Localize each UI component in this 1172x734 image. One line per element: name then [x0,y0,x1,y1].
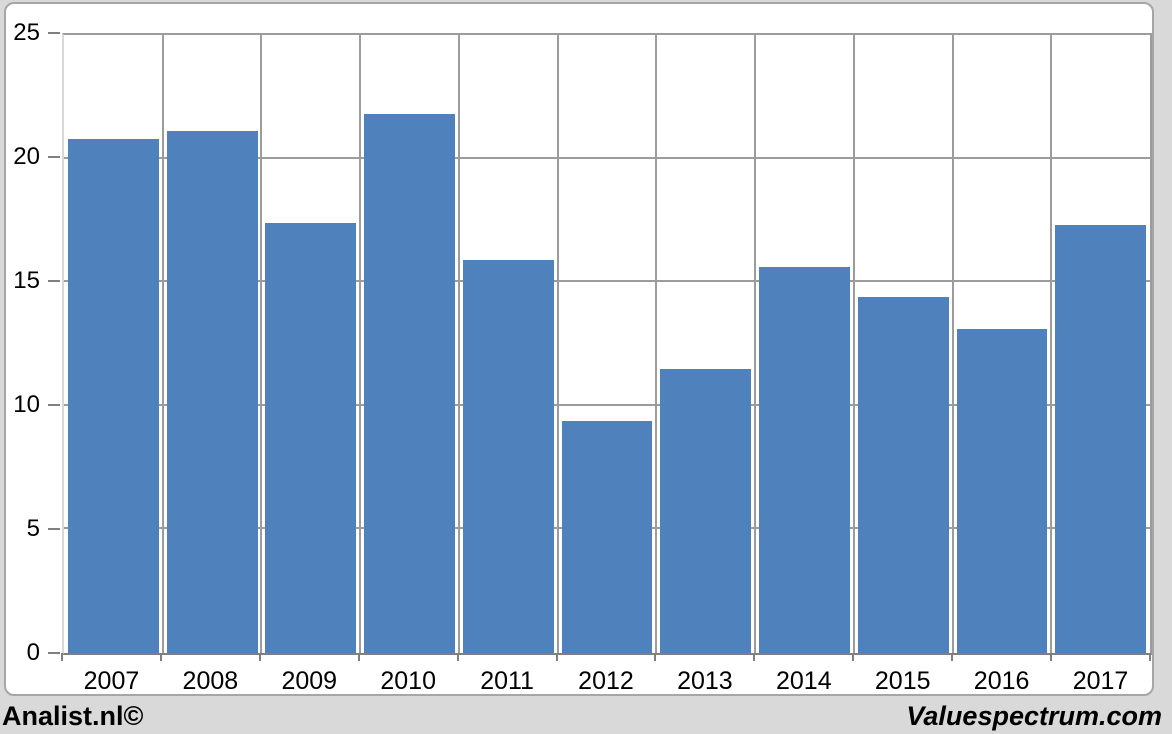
footer-bar: Analist.nl© Valuespectrum.com [0,700,1172,734]
bar-slot-2017 [1051,35,1150,653]
bar-series [64,35,1150,653]
bar-2010 [364,114,455,653]
bar-slot-2012 [558,35,657,653]
y-label-20: 20 [13,143,40,170]
y-tick-15 [48,280,60,282]
y-axis: 0 5 10 15 20 25 [0,21,62,665]
bar-slot-2015 [854,35,953,653]
y-tick-0 [48,652,60,654]
y-label-5: 5 [26,515,40,542]
y-label-0: 0 [26,639,40,666]
bar-2014 [759,267,850,653]
bar-slot-2007 [64,35,163,653]
x-label-2017: 2017 [1072,667,1129,695]
gridline-h-10 [64,403,1150,406]
x-tick-8 [852,653,855,661]
x-label-row: 2007 2008 2009 2010 2011 2012 2013 2014 2015 2016… [62,667,1150,696]
bar-slot-2016 [953,35,1052,653]
x-tick-11 [1149,653,1151,661]
gridline-v-10 [1050,35,1053,653]
x-axis: 2007 2008 2009 2010 2011 2012 2013 2014 2015 2016… [61,653,1151,699]
x-label-2014: 2014 [775,667,832,695]
gridline-v-8 [852,35,855,653]
x-tick-5 [555,653,558,661]
bar-slot-2010 [360,35,459,653]
y-label-25: 25 [13,19,40,46]
gridline-v-9 [951,35,954,653]
bar-2017 [1055,225,1147,653]
bar-slot-2011 [459,35,558,653]
x-label-2015: 2015 [874,667,931,695]
x-label-2011: 2011 [480,667,534,695]
bar-slot-2009 [261,35,360,653]
x-tick-10 [1050,653,1053,661]
y-tick-5 [48,528,60,530]
x-tick-7 [753,653,756,661]
bar-2008 [166,131,258,653]
gridline-v-7 [754,35,757,653]
x-label-2009: 2009 [281,667,338,695]
x-tick-4 [456,653,459,661]
bar-2013 [660,368,752,653]
gridline-v-3 [359,35,362,653]
x-tick-9 [951,653,954,661]
gridline-v-1 [161,35,164,653]
brand-analist: Analist.nl© [2,700,144,731]
brand-valuespectrum: Valuespectrum.com [906,700,1162,731]
gridline-v-2 [260,35,263,653]
x-label-2010: 2010 [380,667,436,695]
x-label-2007: 2007 [83,667,140,695]
y-label-15: 15 [13,267,40,294]
x-label-2013: 2013 [677,667,733,695]
bar-slot-2008 [163,35,262,653]
gridline-v-6 [655,35,658,653]
gridline-v-5 [556,35,559,653]
bar-2007 [67,138,159,653]
gridline-h-20 [64,156,1150,159]
bar-slot-2013 [656,35,755,653]
x-tick-6 [654,653,657,661]
x-tick-1 [159,653,162,661]
bar-2016 [956,329,1048,653]
y-label-10: 10 [13,391,40,418]
plot-area [62,33,1152,655]
x-tick-2 [258,653,261,661]
bar-2009 [265,222,357,653]
bar-2011 [462,259,554,653]
gridline-h-15 [64,280,1150,283]
x-tick-3 [357,653,360,661]
x-label-2012: 2012 [578,667,634,695]
y-tick-20 [48,156,60,158]
bar-2015 [857,297,949,653]
bar-2012 [561,420,653,653]
x-label-2008: 2008 [182,667,239,695]
y-tick-10 [48,404,60,406]
x-tick-0 [61,653,63,661]
bar-slot-2014 [755,35,854,653]
x-label-2016: 2016 [973,667,1030,695]
gridline-v-4 [457,35,460,653]
y-tick-25 [48,32,60,34]
